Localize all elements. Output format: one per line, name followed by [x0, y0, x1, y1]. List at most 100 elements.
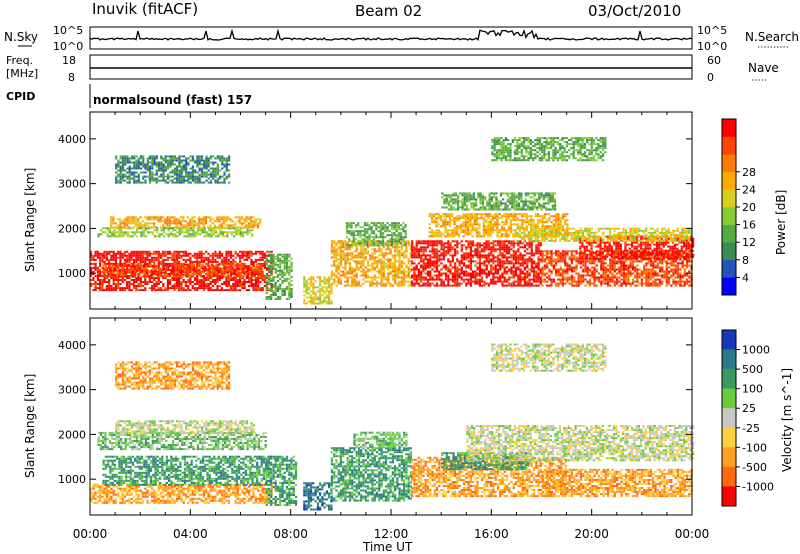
echo-cell: [426, 240, 430, 243]
echo-cell: [531, 208, 534, 211]
echo-cell: [516, 227, 519, 230]
echo-cell: [274, 281, 277, 284]
echo-cell: [353, 278, 356, 281]
echo-cell: [451, 248, 454, 251]
echo-cell: [225, 224, 228, 227]
echo-cell: [187, 289, 190, 292]
echo-cell: [147, 263, 150, 266]
echo-cell: [139, 289, 142, 292]
echo-cell: [173, 226, 176, 229]
echo-cell: [187, 285, 190, 287]
freq-tick-bottom: 8: [68, 71, 75, 84]
echo-cell: [435, 262, 439, 265]
echo-cell: [144, 277, 147, 279]
echo-cell: [248, 289, 251, 292]
echo-cell: [481, 206, 484, 209]
echo-cell: [505, 252, 509, 255]
echo-cell: [126, 254, 129, 257]
echo-cell: [417, 282, 420, 285]
echo-cell: [162, 268, 165, 271]
echo-cell: [474, 254, 477, 257]
echo-cell: [378, 258, 381, 261]
echo-cell: [502, 208, 505, 211]
echo-cell: [509, 227, 513, 230]
echo-cell: [137, 250, 140, 253]
echo-cell: [426, 266, 430, 269]
echo-cell: [121, 256, 124, 259]
echo-cell: [415, 242, 418, 245]
echo-cell: [492, 278, 495, 281]
echo-cell: [503, 278, 506, 281]
echo-cell: [519, 276, 522, 279]
echo-cell: [330, 284, 333, 287]
echo-cell: [223, 260, 226, 263]
echo-cell: [337, 272, 340, 275]
echo-cell: [94, 254, 97, 257]
echo-cell: [476, 217, 479, 220]
echo-cell: [507, 235, 510, 238]
echo-cell: [198, 218, 201, 221]
echo-cell: [114, 279, 117, 281]
echo-cell: [375, 264, 379, 267]
echo-cell: [139, 277, 142, 279]
echo-cell: [202, 283, 206, 285]
echo-cell: [224, 269, 227, 272]
echo-cell: [134, 224, 138, 227]
echo-cell: [528, 219, 531, 222]
echo-cell: [521, 258, 524, 261]
echo-cell: [362, 258, 365, 261]
echo-cell: [382, 238, 385, 241]
echo-cell: [333, 256, 336, 259]
echo-cell: [494, 223, 497, 226]
echo-cell: [254, 260, 257, 263]
echo-cell: [270, 273, 273, 276]
echo-cell: [431, 252, 434, 255]
echo-cell: [119, 224, 122, 227]
echo-cell: [533, 278, 536, 281]
echo-cell: [345, 232, 349, 235]
echo-cell: [403, 276, 406, 279]
echo-cell: [224, 275, 227, 278]
echo-cell: [413, 276, 416, 279]
echo-cell: [517, 204, 521, 207]
echo-cell: [164, 252, 167, 255]
echo-cell: [351, 276, 354, 279]
echo-cell: [142, 229, 145, 232]
echo-cell: [145, 275, 148, 278]
echo-cell: [530, 225, 533, 228]
echo-cell: [405, 246, 408, 249]
echo-cell: [515, 204, 518, 207]
echo-cell: [184, 270, 187, 273]
echo-cell: [132, 260, 136, 263]
echo-cell: [463, 204, 466, 207]
echo-cell: [114, 254, 117, 257]
echo-cell: [461, 206, 464, 209]
power-echo-cells: [90, 137, 695, 305]
echo-cell: [407, 240, 410, 243]
echo-cell: [555, 217, 558, 220]
echo-cell: [533, 280, 536, 283]
echo-cell: [106, 233, 109, 236]
echo-cell: [494, 244, 497, 247]
echo-cell: [342, 246, 345, 249]
echo-cell: [492, 276, 495, 279]
echo-cell: [460, 258, 463, 261]
echo-cell: [162, 216, 165, 219]
echo-cell: [503, 248, 506, 251]
echo-cell: [448, 221, 452, 224]
echo-cell: [517, 198, 521, 201]
echo-cell: [517, 242, 520, 245]
echo-cell: [429, 274, 432, 277]
echo-cell: [533, 262, 536, 265]
echo-cell: [460, 266, 463, 269]
echo-cell: [136, 263, 139, 266]
echo-cell: [130, 218, 133, 221]
echo-cell: [499, 268, 502, 271]
echo-cell: [146, 254, 149, 257]
echo-cell: [442, 219, 445, 222]
echo-cell: [493, 192, 496, 195]
echo-cell: [526, 260, 529, 263]
echo-cell: [540, 204, 543, 207]
echo-cell: [424, 240, 427, 243]
echo-cell: [354, 242, 358, 245]
